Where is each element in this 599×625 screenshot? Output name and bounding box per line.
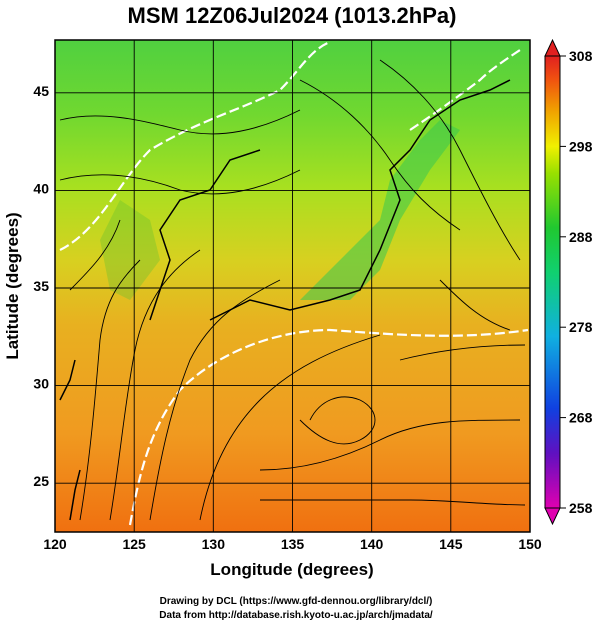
contour-288 (59, 40, 331, 251)
grid-lines (55, 40, 530, 532)
colorbar-ticks: 258 268 278 288 298 308 (560, 48, 593, 516)
land-patch-korea (100, 200, 160, 300)
contour-290 (409, 49, 521, 131)
chart-title: MSM 12Z06Jul2024 (1013.2hPa) (128, 3, 457, 28)
x-tick-label: 120 (43, 536, 67, 552)
colorbar-gradient (544, 55, 561, 509)
y-tick-label: 30 (33, 376, 49, 392)
contour-298 (128, 328, 529, 526)
y-axis-label: Latitude (degrees) (3, 212, 22, 359)
colorbar-tick-label: 288 (569, 229, 593, 245)
x-axis-label: Longitude (degrees) (210, 560, 373, 579)
y-tick-label: 40 (33, 180, 49, 196)
x-tick-label: 150 (518, 536, 542, 552)
credit-line-2: Data from http://database.rish.kyoto-u.a… (159, 610, 433, 621)
y-tick-label: 25 (33, 473, 49, 489)
plot-frame (54, 39, 531, 533)
x-axis-ticks: 120 125 130 135 140 145 150 (43, 536, 542, 552)
y-tick-label: 35 (33, 278, 49, 294)
colorbar-tick-label: 268 (569, 410, 593, 426)
x-tick-label: 145 (439, 536, 463, 552)
colorbar-max-arrow (544, 38, 561, 57)
colorbar: 258 268 278 288 298 308 (544, 38, 593, 526)
x-tick-label: 125 (122, 536, 146, 552)
credit-line-1: Drawing by DCL (https://www.gfd-dennou.o… (160, 596, 433, 607)
x-tick-label: 135 (281, 536, 305, 552)
y-tick-label: 45 (33, 83, 49, 99)
land-patch-japan (300, 120, 460, 300)
x-tick-label: 140 (360, 536, 384, 552)
colorbar-tick-label: 298 (569, 138, 593, 154)
coastline (59, 79, 511, 521)
y-axis-ticks: 25 30 35 40 45 (33, 83, 49, 489)
colorbar-tick-label: 308 (569, 48, 593, 64)
colorbar-tick-label: 258 (569, 500, 593, 516)
colorbar-tick-label: 278 (569, 319, 593, 335)
x-tick-label: 130 (202, 536, 226, 552)
colorbar-min-arrow (544, 507, 561, 526)
plot-area (54, 39, 531, 533)
